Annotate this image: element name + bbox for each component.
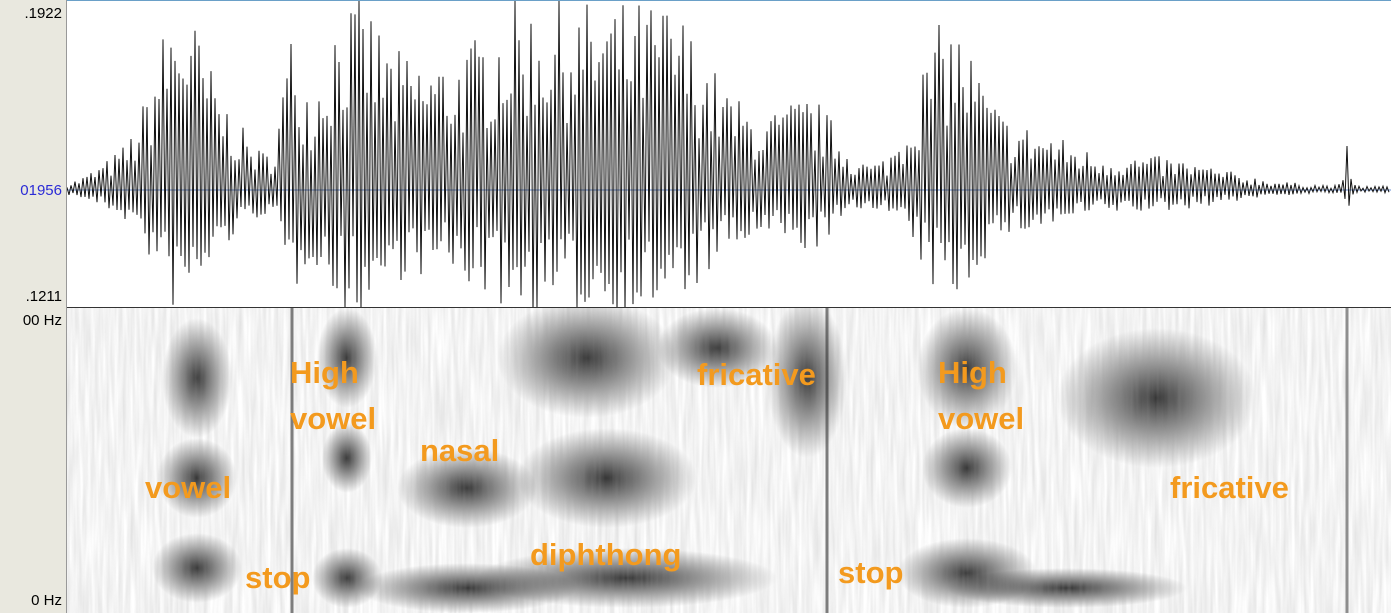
annotation: stop — [245, 555, 310, 601]
annotation-line: vowel — [290, 396, 376, 442]
annotation-line: diphthong — [530, 532, 682, 578]
annotation-line: vowel — [145, 465, 231, 511]
annotation-line: High — [938, 350, 1024, 396]
axis-label: .1211 — [26, 288, 62, 305]
praat-window: .1922 01956 .1211 00 Hz 0 Hz vowel stop … — [0, 0, 1391, 613]
annotation-line: vowel — [938, 396, 1024, 442]
axis-label: .1922 — [24, 5, 62, 22]
axis-label: 00 Hz — [23, 312, 62, 329]
annotation-line: High — [290, 350, 376, 396]
annotation-line: stop — [838, 550, 903, 596]
annotation: vowel — [145, 465, 231, 511]
annotation: fricative — [697, 352, 816, 398]
waveform-bg — [67, 0, 1391, 308]
annotation-line: fricative — [697, 352, 816, 398]
annotation-line: fricative — [1170, 465, 1289, 511]
annotation: nasal — [420, 428, 499, 474]
annotation: diphthong — [530, 532, 682, 578]
annotation-line: stop — [245, 555, 310, 601]
waveform — [67, 0, 1391, 308]
annotation: fricative — [1170, 465, 1289, 511]
axis-label: 01956 — [20, 182, 62, 199]
annotation: stop — [838, 550, 903, 596]
annotation-line: nasal — [420, 428, 499, 474]
axis-label: 0 Hz — [31, 592, 62, 609]
axis-panel: .1922 01956 .1211 00 Hz 0 Hz — [0, 0, 67, 613]
